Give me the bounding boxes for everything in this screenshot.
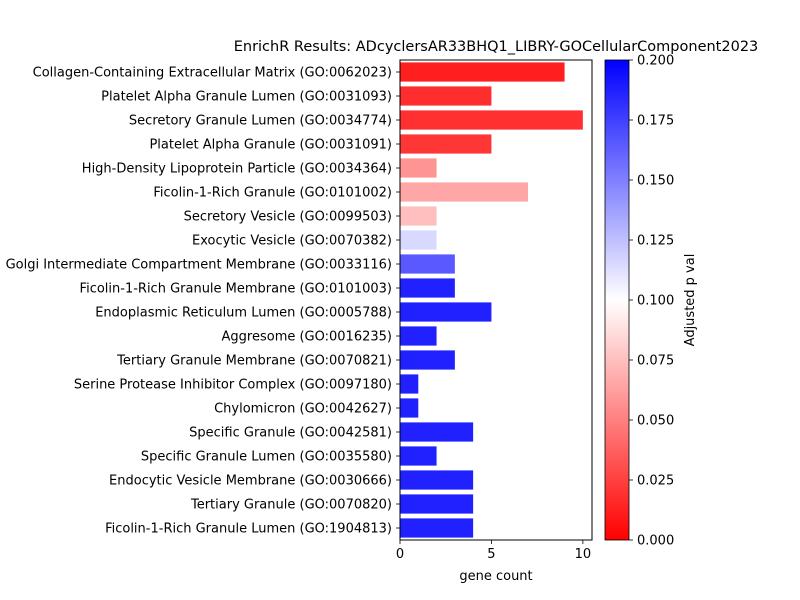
category-label-10: Endoplasmic Reticulum Lumen (GO:0005788)	[95, 306, 392, 321]
x-axis: 0 5 10	[396, 59, 593, 562]
plot-frame	[399, 59, 593, 541]
colorbar-tick-label-4: 0.100	[637, 294, 674, 309]
category-label-4: High-Density Lipoprotein Particle (GO:00…	[82, 162, 392, 177]
colorbar-tick-label-1: 0.025	[637, 474, 674, 489]
bar-2	[400, 110, 583, 130]
colorbar-tick-label-8: 0.200	[637, 54, 674, 69]
colorbar-tick-label-0: 0.000	[637, 534, 674, 549]
bar-10	[400, 302, 492, 322]
bar-16	[400, 446, 437, 466]
category-label-12: Tertiary Granule Membrane (GO:0070821)	[116, 354, 392, 369]
bar-7	[400, 230, 437, 250]
category-label-5: Ficolin-1-Rich Granule (GO:0101002)	[153, 186, 392, 201]
category-label-0: Collagen-Containing Extracellular Matrix…	[33, 66, 392, 81]
bar-19	[400, 518, 474, 538]
colorbar-gradient	[604, 59, 630, 541]
bar-12	[400, 350, 455, 370]
x-axis-label: gene count	[459, 569, 532, 584]
chart-title: EnrichR Results: ADcyclersAR33BHQ1_LIBRY…	[234, 39, 759, 55]
colorbar-tick-label-2: 0.050	[637, 414, 674, 429]
bar-13	[400, 374, 419, 394]
colorbar-tick-label-5: 0.125	[637, 234, 674, 249]
category-label-2: Secretory Granule Lumen (GO:0034774)	[129, 114, 392, 129]
category-label-18: Tertiary Granule (GO:0070820)	[190, 498, 392, 513]
bar-11	[400, 326, 437, 346]
bar-17	[400, 470, 474, 490]
colorbar-tick-label-7: 0.175	[637, 114, 674, 129]
bar-18	[400, 494, 474, 514]
category-label-1: Platelet Alpha Granule Lumen (GO:0031093…	[101, 90, 392, 105]
category-label-6: Secretory Vesicle (GO:0099503)	[184, 210, 392, 225]
x-tick-label-0: 0	[396, 547, 404, 562]
colorbar: 0.000 0.025 0.050 0.075 0.100 0.125 0.150 0.175…	[604, 54, 698, 549]
bar-4	[400, 158, 437, 178]
bar-15	[400, 422, 474, 442]
bar-5	[400, 182, 528, 202]
colorbar-tick-label-3: 0.075	[637, 354, 674, 369]
category-label-14: Chylomicron (GO:0042627)	[214, 402, 392, 417]
category-label-3: Platelet Alpha Granule (GO:0031091)	[149, 138, 392, 153]
category-label-8: Golgi Intermediate Compartment Membrane …	[6, 258, 392, 273]
category-label-19: Ficolin-1-Rich Granule Lumen (GO:1904813…	[105, 522, 392, 537]
bar-14	[400, 398, 419, 418]
bars-group	[400, 62, 583, 538]
category-label-16: Specific Granule Lumen (GO:0035580)	[141, 450, 392, 465]
bar-0	[400, 62, 565, 82]
category-label-15: Specific Granule (GO:0042581)	[189, 426, 392, 441]
x-tick-label-2: 10	[575, 547, 592, 562]
category-label-9: Ficolin-1-Rich Granule Membrane (GO:0101…	[80, 282, 392, 297]
bar-9	[400, 278, 455, 298]
bar-8	[400, 254, 455, 274]
bar-3	[400, 134, 492, 154]
bar-6	[400, 206, 437, 226]
category-labels: Collagen-Containing Extracellular Matrix…	[6, 66, 400, 537]
colorbar-tick-label-6: 0.150	[637, 174, 674, 189]
bar-1	[400, 86, 492, 106]
category-label-13: Serine Protease Inhibitor Complex (GO:00…	[74, 378, 392, 393]
category-label-17: Endocytic Vesicle Membrane (GO:0030666)	[109, 474, 392, 489]
x-tick-label-1: 5	[487, 547, 495, 562]
category-label-11: Aggresome (GO:0016235)	[222, 330, 392, 345]
category-label-7: Exocytic Vesicle (GO:0070382)	[192, 234, 392, 249]
colorbar-label: Adjusted p val	[683, 254, 698, 347]
